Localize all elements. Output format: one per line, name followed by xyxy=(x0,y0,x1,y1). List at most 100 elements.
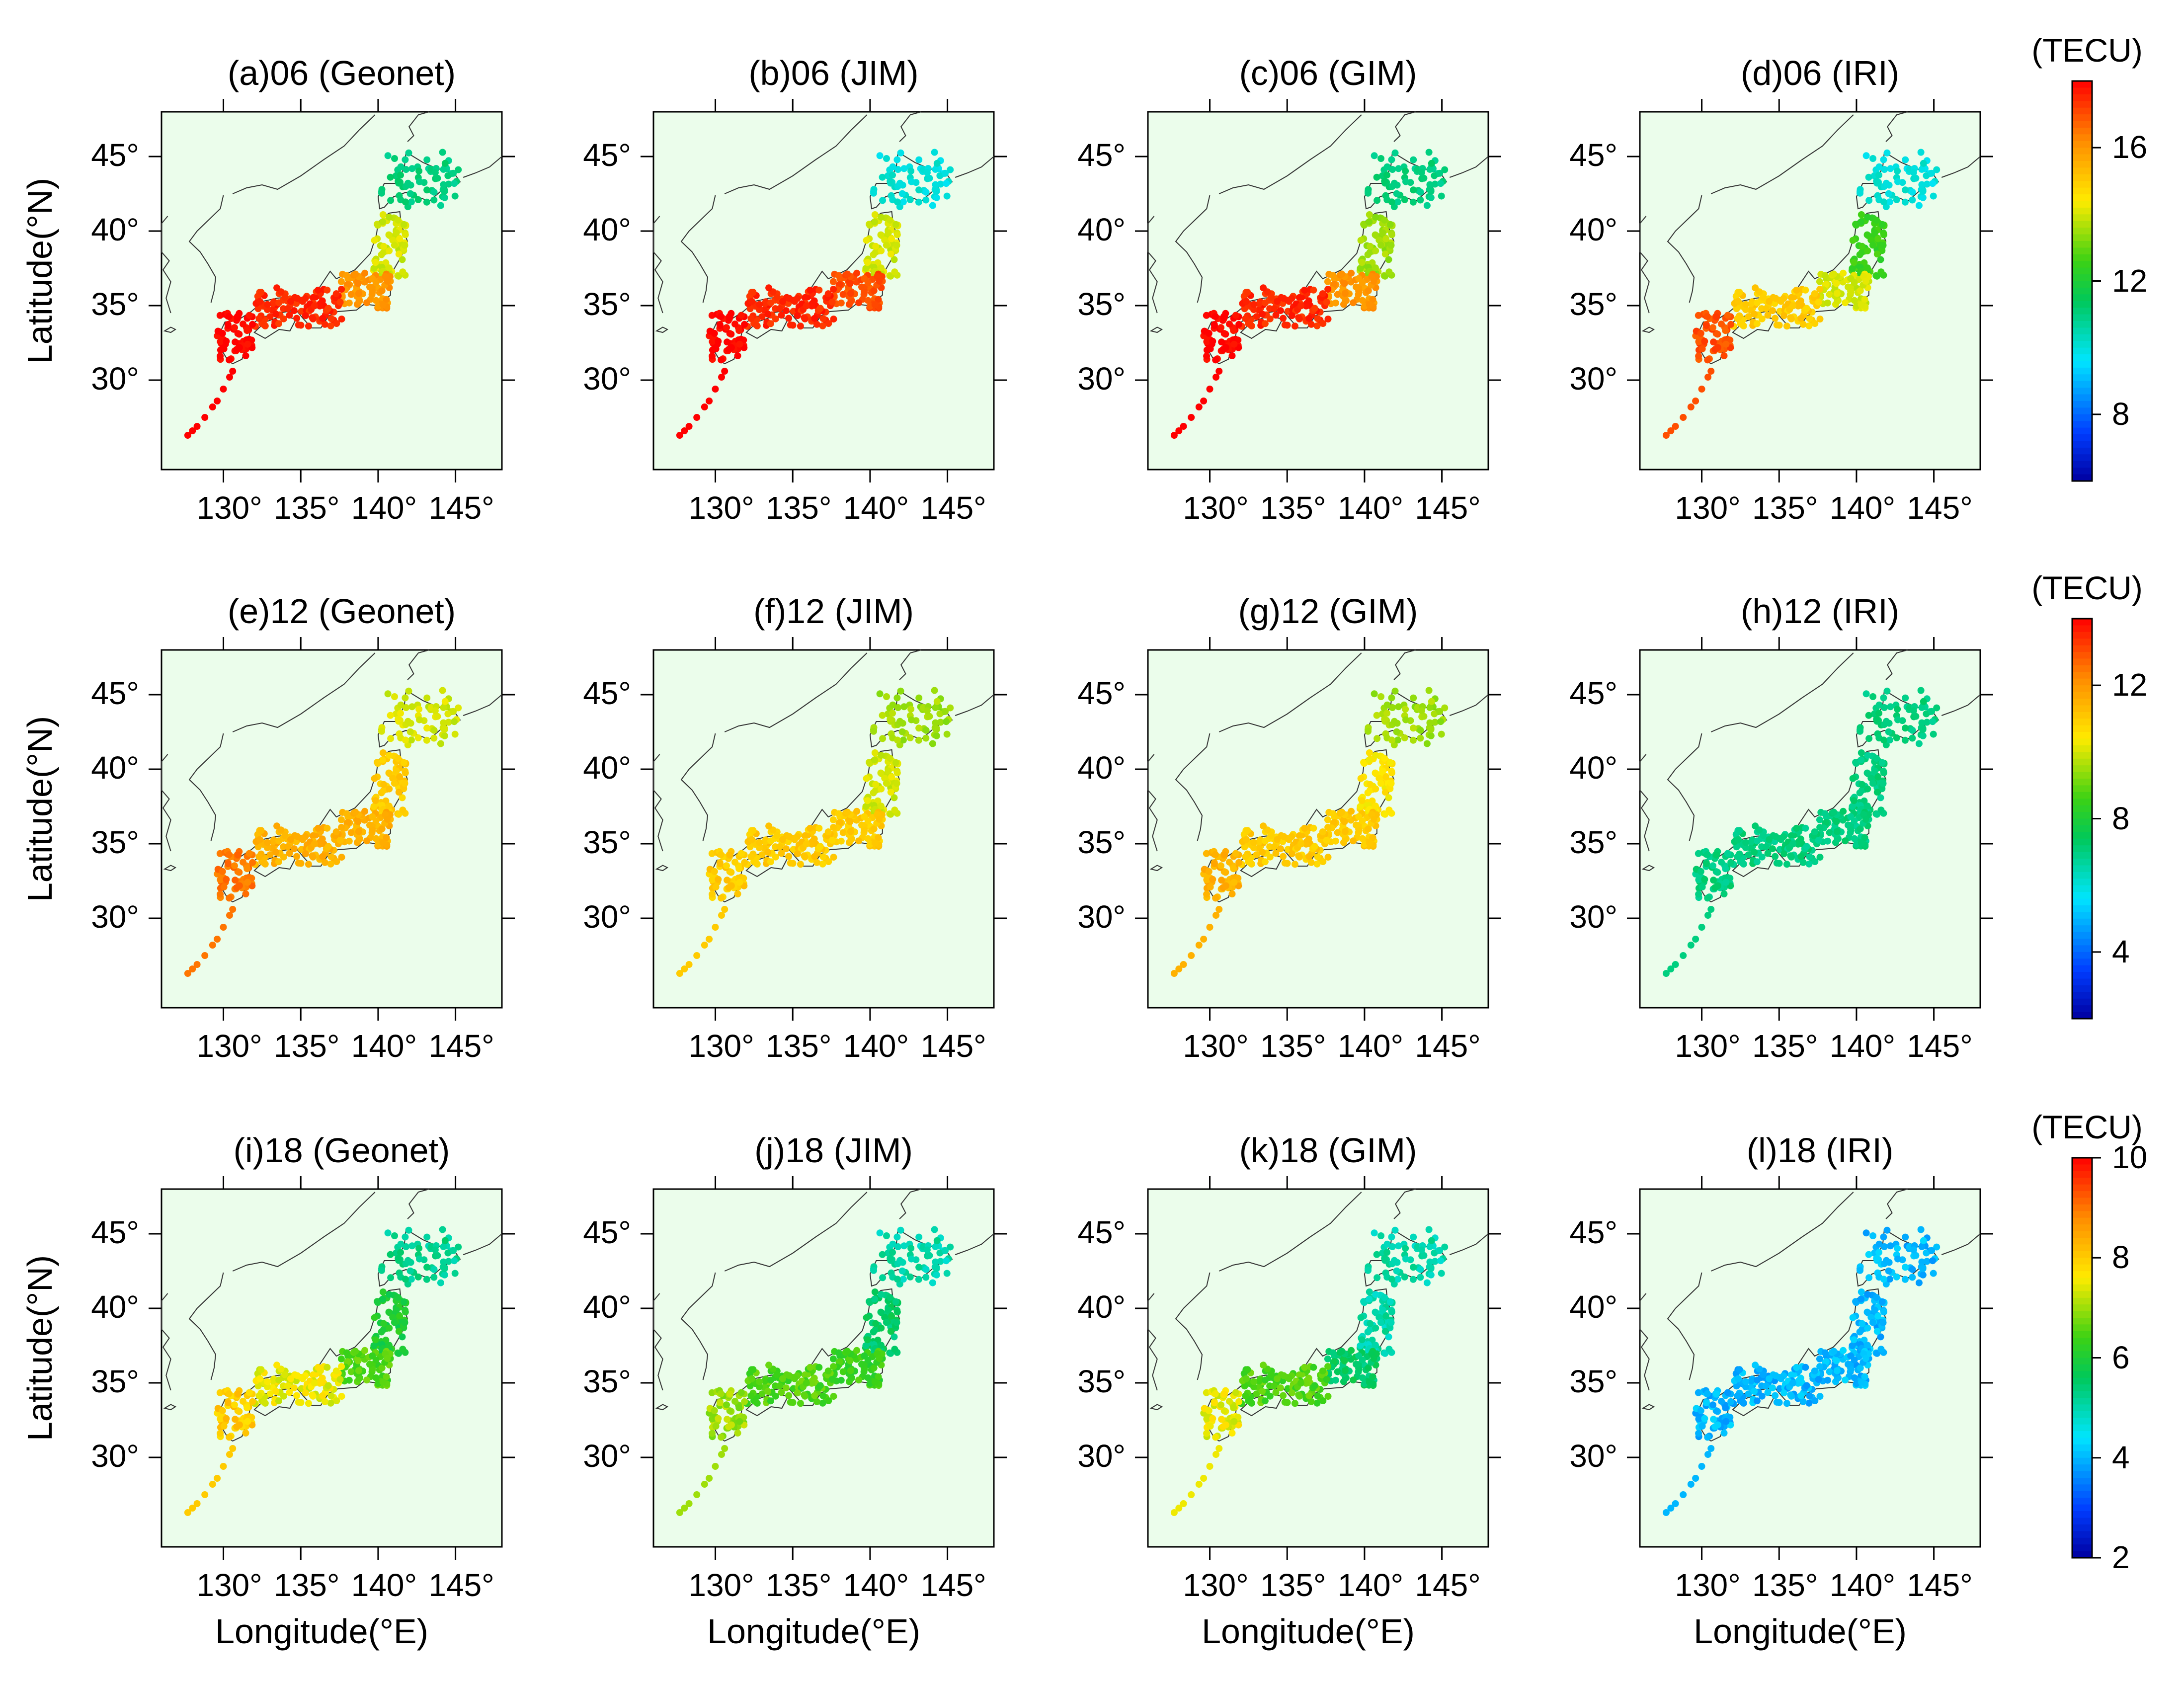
gnss-station-point xyxy=(1391,1226,1399,1234)
coastline xyxy=(188,733,224,841)
gnss-station-point xyxy=(1718,859,1725,866)
gnss-station-point xyxy=(887,1294,894,1301)
gnss-station-point xyxy=(1883,179,1890,187)
gnss-station-point xyxy=(1374,735,1381,742)
gnss-station-point xyxy=(1372,752,1379,759)
gnss-station-point xyxy=(1873,177,1880,185)
gnss-station-point xyxy=(374,222,382,229)
gnss-station-point xyxy=(1918,1243,1926,1250)
colorbar-segment xyxy=(2072,374,2092,382)
gnss-station-point xyxy=(1366,756,1373,764)
gnss-station-point xyxy=(1377,241,1384,249)
gnss-station-point xyxy=(830,286,837,293)
gnss-station-point xyxy=(1857,287,1864,294)
gnss-station-point xyxy=(1919,1265,1927,1273)
gnss-station-point xyxy=(1272,312,1280,319)
gnss-station-point xyxy=(1366,1288,1373,1295)
gnss-station-point xyxy=(1727,859,1735,866)
colorbar-segment xyxy=(2072,992,2092,999)
gnss-station-point xyxy=(372,835,380,842)
gnss-station-point xyxy=(302,850,309,858)
gnss-station-point xyxy=(402,1276,409,1283)
gnss-station-point xyxy=(451,180,458,187)
gnss-station-point xyxy=(1915,202,1923,209)
gnss-station-point xyxy=(932,1243,939,1250)
gnss-station-point xyxy=(1752,284,1759,292)
gnss-station-point xyxy=(439,1226,446,1233)
gnss-station-point xyxy=(1701,876,1708,883)
gnss-station-point xyxy=(1426,1243,1434,1250)
panel--k-18-gim- xyxy=(1135,1176,1501,1560)
gnss-station-point xyxy=(1428,698,1435,705)
gnss-station-point xyxy=(1417,734,1424,742)
gnss-station-point xyxy=(1436,1247,1444,1254)
gnss-station-point xyxy=(220,1423,228,1430)
gnss-station-point xyxy=(324,824,331,832)
gnss-station-point xyxy=(1302,302,1310,310)
gnss-station-point xyxy=(1232,850,1239,857)
gnss-station-point xyxy=(1235,321,1243,328)
gnss-station-point xyxy=(893,1233,901,1241)
gnss-station-point xyxy=(1247,860,1254,867)
gnss-station-point xyxy=(735,1404,743,1412)
gnss-station-point xyxy=(747,1392,755,1400)
gnss-station-point xyxy=(915,694,923,702)
gnss-station-point xyxy=(1425,1226,1433,1233)
colorbar-segment xyxy=(2072,341,2092,348)
gnss-station-point xyxy=(1887,165,1894,172)
gnss-station-point xyxy=(893,156,901,163)
gnss-station-point xyxy=(1794,302,1802,310)
gnss-station-point xyxy=(1284,860,1291,867)
gnss-station-point xyxy=(399,268,406,276)
gnss-station-point xyxy=(1268,294,1275,301)
gnss-station-point xyxy=(1894,1255,1901,1263)
gnss-station-point xyxy=(1917,149,1925,156)
gnss-station-point xyxy=(937,180,944,188)
gnss-station-point xyxy=(1880,694,1887,702)
gnss-station-point xyxy=(888,773,895,781)
gnss-station-point xyxy=(1760,294,1767,301)
gnss-station-point xyxy=(451,192,459,200)
gnss-station-point xyxy=(451,1270,459,1277)
gnss-station-point xyxy=(1388,231,1395,239)
gnss-station-point xyxy=(1387,1319,1395,1326)
coastline xyxy=(653,216,663,314)
gnss-station-point xyxy=(1242,298,1250,305)
gnss-station-point xyxy=(1751,311,1758,318)
gnss-station-point xyxy=(286,312,293,319)
gnss-station-point xyxy=(1815,837,1822,844)
gnss-station-point xyxy=(1206,386,1213,393)
gnss-station-point xyxy=(1311,843,1318,850)
gnss-station-point xyxy=(887,250,894,258)
gnss-station-point xyxy=(223,876,230,883)
colorbar-segment xyxy=(2072,187,2092,195)
gnss-station-point xyxy=(1858,749,1865,756)
gnss-station-point xyxy=(415,1245,423,1252)
gnss-station-point xyxy=(244,1418,251,1425)
gnss-station-point xyxy=(888,1312,895,1320)
colorbar-segment xyxy=(2072,719,2092,726)
gnss-station-point xyxy=(786,833,793,840)
gnss-station-point xyxy=(878,752,885,759)
gnss-station-point xyxy=(1877,806,1885,814)
gnss-station-point xyxy=(407,198,415,206)
gnss-station-point xyxy=(1833,290,1841,297)
gnss-station-point xyxy=(1437,718,1445,725)
gnss-station-point xyxy=(1772,853,1779,860)
gnss-station-point xyxy=(294,295,301,302)
gnss-station-point xyxy=(782,845,790,853)
gnss-station-point xyxy=(380,242,388,250)
gnss-station-point xyxy=(782,1384,790,1392)
gnss-station-point xyxy=(1917,687,1925,694)
gnss-station-point xyxy=(889,171,896,179)
gnss-station-point xyxy=(1901,198,1909,206)
gnss-station-point xyxy=(1213,1451,1219,1458)
gnss-station-point xyxy=(735,865,743,873)
gnss-station-point xyxy=(1736,289,1743,296)
gnss-station-point xyxy=(891,806,898,814)
gnss-station-point xyxy=(1428,160,1435,167)
gnss-station-point xyxy=(1385,268,1393,276)
gnss-station-point xyxy=(372,259,379,266)
gnss-station-point xyxy=(290,307,298,315)
colorbar-segment xyxy=(2072,221,2092,229)
